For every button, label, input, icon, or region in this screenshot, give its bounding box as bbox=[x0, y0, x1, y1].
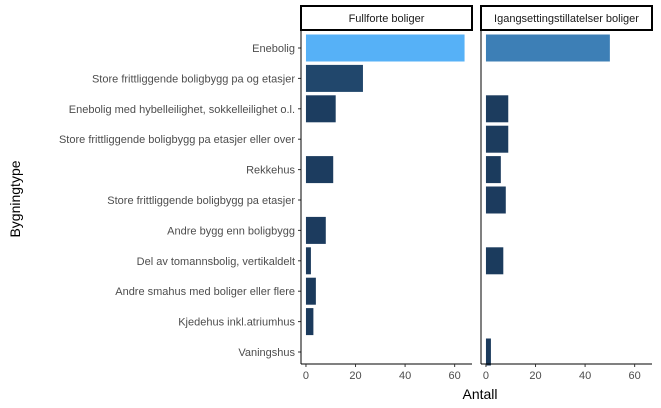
facet-strip-label: Igangsettingstillatelser boliger bbox=[494, 13, 639, 25]
bar bbox=[305, 156, 334, 184]
x-tick-label: 40 bbox=[399, 370, 411, 382]
bar bbox=[485, 186, 506, 214]
y-tick-label: Store frittliggende boligbygg pa og etas… bbox=[92, 73, 295, 85]
y-tick-label: Enebolig med hybelleilighet, sokkelleili… bbox=[69, 104, 295, 116]
y-tick-label: Kjedehus inkl.atriumhus bbox=[178, 317, 295, 329]
y-tick-label: Andre smahus med boliger eller flere bbox=[115, 286, 295, 298]
bar bbox=[305, 277, 316, 305]
y-axis-labels: Enebolig Store frittliggende boligbygg pa… bbox=[59, 43, 301, 359]
facet-strip-label: Fullforte boliger bbox=[349, 13, 425, 25]
bar bbox=[485, 95, 509, 123]
x-tick-label: 0 bbox=[303, 370, 309, 382]
bar bbox=[485, 125, 509, 153]
bar bbox=[485, 34, 610, 62]
bar bbox=[305, 216, 326, 244]
bar bbox=[305, 308, 314, 336]
panel-igangsettingstillatelser-boliger: Igangsettingstillatelser boliger 0 20 40 60 bbox=[480, 5, 653, 382]
y-tick-label: Store frittliggende boligbygg pa etasjer… bbox=[59, 134, 295, 146]
bar bbox=[305, 247, 311, 275]
bar bbox=[485, 247, 504, 275]
y-tick-label: Rekkehus bbox=[246, 165, 295, 177]
x-tick-label: 20 bbox=[349, 370, 361, 382]
x-tick-label: 60 bbox=[449, 370, 461, 382]
x-tick-label: 60 bbox=[629, 370, 641, 382]
bar bbox=[305, 64, 363, 92]
x-axis-title: Antall bbox=[462, 386, 497, 402]
panel-fullforte-boliger: Fullforte boliger 0 20 40 60 bbox=[300, 5, 473, 382]
y-tick-label: Enebolig bbox=[252, 43, 295, 55]
bar bbox=[485, 156, 501, 184]
y-tick-label: Del av tomannsbolig, vertikaldelt bbox=[137, 256, 295, 268]
facet-strip bbox=[480, 5, 653, 31]
bar bbox=[305, 95, 336, 123]
y-tick-label: Vaningshus bbox=[238, 347, 295, 359]
y-tick-label: Store frittliggende boligbygg pa etasjer bbox=[107, 195, 295, 207]
y-axis-title: Bygningtype bbox=[7, 160, 23, 237]
x-tick-label: 0 bbox=[483, 370, 489, 382]
x-tick-label: 40 bbox=[579, 370, 591, 382]
facet-strip bbox=[300, 5, 473, 31]
y-tick-label: Andre bygg enn boligbygg bbox=[167, 225, 295, 237]
x-tick-label: 20 bbox=[529, 370, 541, 382]
bar bbox=[305, 34, 465, 62]
bar bbox=[485, 338, 491, 366]
